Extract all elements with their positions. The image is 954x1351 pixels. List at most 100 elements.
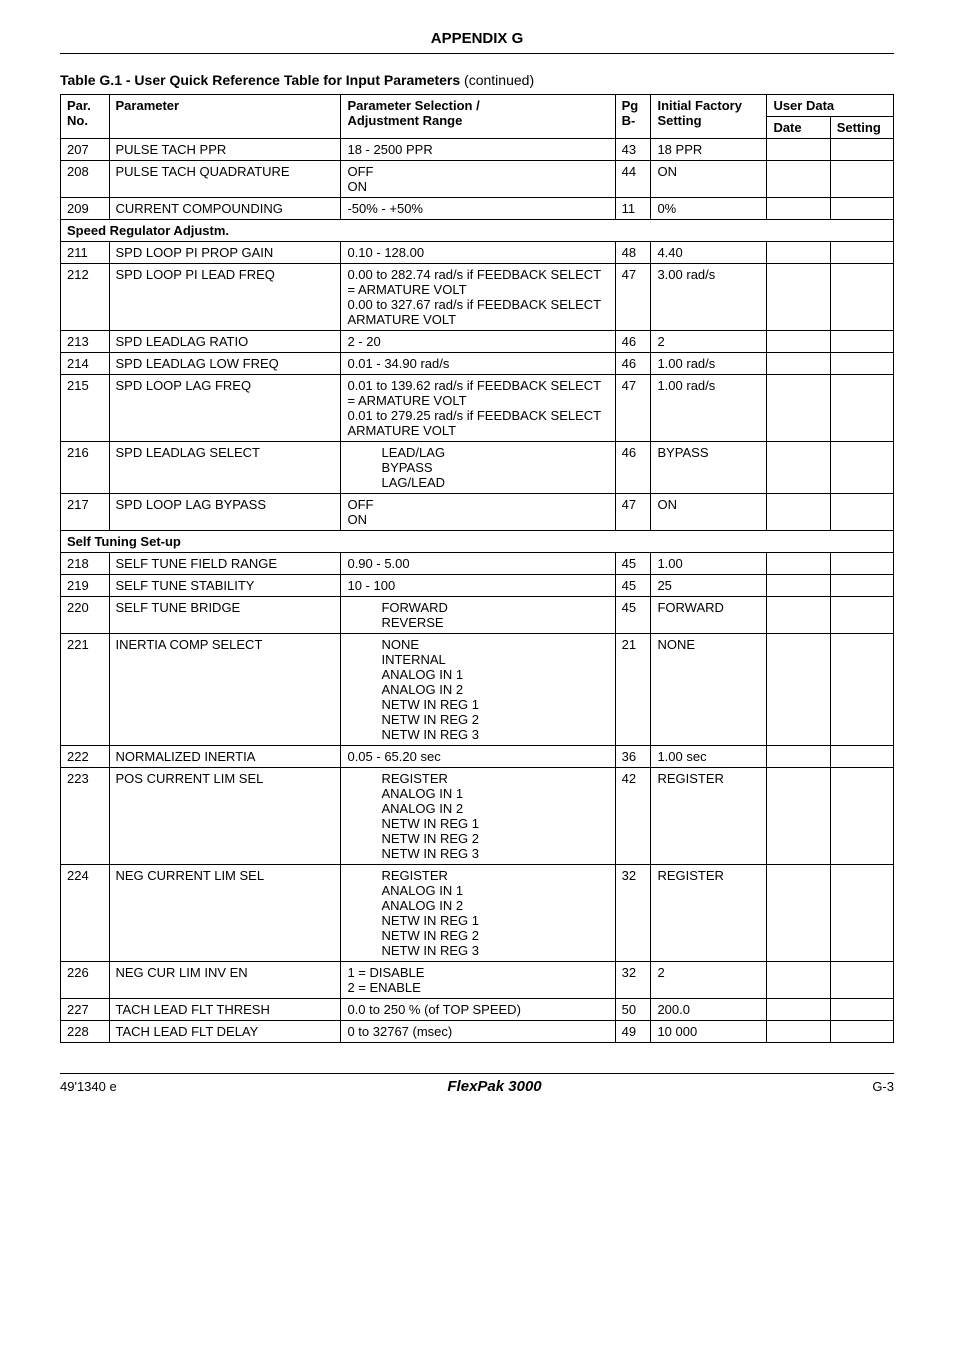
- cell-sel: 0 to 32767 (msec): [341, 1021, 615, 1043]
- cell-parno: 208: [61, 161, 110, 198]
- cell-pg: 45: [615, 553, 651, 575]
- cell-sel: 0.05 - 65.20 sec: [341, 746, 615, 768]
- cell-sel: 0.00 to 282.74 rad/s if FEEDBACK SELECT …: [341, 264, 615, 331]
- cell-date: [767, 331, 830, 353]
- th-parno-l1: Par.: [67, 98, 91, 113]
- th-parno: Par. No.: [61, 95, 110, 139]
- cell-init: ON: [651, 161, 767, 198]
- table-row: 221INERTIA COMP SELECTNONE INTERNAL ANAL…: [61, 634, 894, 746]
- cell-setting: [830, 264, 893, 331]
- table-row: Speed Regulator Adjustm.: [61, 220, 894, 242]
- cell-pg: 46: [615, 442, 651, 494]
- cell-setting: [830, 198, 893, 220]
- th-sel: Parameter Selection / Adjustment Range: [341, 95, 615, 139]
- cell-sel: 0.01 - 34.90 rad/s: [341, 353, 615, 375]
- cell-parno: 222: [61, 746, 110, 768]
- cell-parno: 226: [61, 962, 110, 999]
- cell-date: [767, 353, 830, 375]
- th-date: Date: [767, 117, 830, 139]
- cell-pg: 42: [615, 768, 651, 865]
- cell-setting: [830, 597, 893, 634]
- cell-pg: 49: [615, 1021, 651, 1043]
- cell-setting: [830, 1021, 893, 1043]
- footer-right: G-3: [872, 1079, 894, 1094]
- th-sel-l1: Parameter Selection /: [347, 98, 479, 113]
- cell-sel: NONE INTERNAL ANALOG IN 1 ANALOG IN 2 NE…: [341, 634, 615, 746]
- th-init: Initial Factory Setting: [651, 95, 767, 139]
- table-row: 213SPD LEADLAG RATIO2 - 20462: [61, 331, 894, 353]
- cell-param: NORMALIZED INERTIA: [109, 746, 341, 768]
- table-row: 226NEG CUR LIM INV EN1 = DISABLE 2 = ENA…: [61, 962, 894, 999]
- table-caption: Table G.1 - User Quick Reference Table f…: [60, 72, 894, 88]
- cell-param: TACH LEAD FLT THRESH: [109, 999, 341, 1021]
- cell-parno: 216: [61, 442, 110, 494]
- cell-setting: [830, 331, 893, 353]
- cell-init: 18 PPR: [651, 139, 767, 161]
- cell-parno: 218: [61, 553, 110, 575]
- table-head: Par. No. Parameter Parameter Selection /…: [61, 95, 894, 139]
- cell-sel: 0.01 to 139.62 rad/s if FEEDBACK SELECT …: [341, 375, 615, 442]
- cell-pg: 48: [615, 242, 651, 264]
- cell-param: SPD LOOP LAG BYPASS: [109, 494, 341, 531]
- cell-setting: [830, 161, 893, 198]
- table-row: 214SPD LEADLAG LOW FREQ0.01 - 34.90 rad/…: [61, 353, 894, 375]
- header-rule: [60, 53, 894, 54]
- cell-sel: OFF ON: [341, 161, 615, 198]
- cell-sel: 18 - 2500 PPR: [341, 139, 615, 161]
- cell-param: SPD LOOP PI LEAD FREQ: [109, 264, 341, 331]
- cell-setting: [830, 962, 893, 999]
- cell-date: [767, 999, 830, 1021]
- cell-pg: 36: [615, 746, 651, 768]
- cell-init: 2: [651, 962, 767, 999]
- cell-init: ON: [651, 494, 767, 531]
- cell-parno: 223: [61, 768, 110, 865]
- cell-pg: 44: [615, 161, 651, 198]
- cell-parno: 214: [61, 353, 110, 375]
- cell-sel: 1 = DISABLE 2 = ENABLE: [341, 962, 615, 999]
- cell-setting: [830, 999, 893, 1021]
- table-body: 207PULSE TACH PPR18 - 2500 PPR4318 PPR20…: [61, 139, 894, 1043]
- table-row: 218SELF TUNE FIELD RANGE0.90 - 5.00451.0…: [61, 553, 894, 575]
- page: APPENDIX G Table G.1 - User Quick Refere…: [0, 0, 954, 1125]
- cell-init: 25: [651, 575, 767, 597]
- cell-parno: 227: [61, 999, 110, 1021]
- footer-left: 49'1340 e: [60, 1079, 117, 1094]
- cell-pg: 47: [615, 375, 651, 442]
- caption-bold: Table G.1 - User Quick Reference Table f…: [60, 72, 460, 88]
- cell-init: 4.40: [651, 242, 767, 264]
- cell-param: SELF TUNE BRIDGE: [109, 597, 341, 634]
- cell-setting: [830, 575, 893, 597]
- cell-init: 2: [651, 331, 767, 353]
- cell-date: [767, 161, 830, 198]
- cell-date: [767, 139, 830, 161]
- cell-parno: 215: [61, 375, 110, 442]
- cell-init: BYPASS: [651, 442, 767, 494]
- cell-sel: 0.0 to 250 % (of TOP SPEED): [341, 999, 615, 1021]
- cell-parno: 209: [61, 198, 110, 220]
- th-parno-l2: No.: [67, 113, 88, 128]
- cell-setting: [830, 353, 893, 375]
- cell-pg: 50: [615, 999, 651, 1021]
- cell-param: POS CURRENT LIM SEL: [109, 768, 341, 865]
- cell-sel: FORWARD REVERSE: [341, 597, 615, 634]
- cell-pg: 47: [615, 264, 651, 331]
- cell-sel: 0.10 - 128.00: [341, 242, 615, 264]
- cell-setting: [830, 494, 893, 531]
- cell-setting: [830, 139, 893, 161]
- cell-init: NONE: [651, 634, 767, 746]
- cell-parno: 207: [61, 139, 110, 161]
- table-row: 215SPD LOOP LAG FREQ0.01 to 139.62 rad/s…: [61, 375, 894, 442]
- section-cell: Self Tuning Set-up: [61, 531, 894, 553]
- cell-sel: LEAD/LAG BYPASS LAG/LEAD: [341, 442, 615, 494]
- cell-date: [767, 264, 830, 331]
- cell-pg: 21: [615, 634, 651, 746]
- cell-date: [767, 442, 830, 494]
- cell-sel: 0.90 - 5.00: [341, 553, 615, 575]
- section-cell: Speed Regulator Adjustm.: [61, 220, 894, 242]
- cell-init: 1.00 rad/s: [651, 375, 767, 442]
- cell-parno: 219: [61, 575, 110, 597]
- header-row-1: Par. No. Parameter Parameter Selection /…: [61, 95, 894, 117]
- cell-sel: 10 - 100: [341, 575, 615, 597]
- table-row: 216SPD LEADLAG SELECTLEAD/LAG BYPASS LAG…: [61, 442, 894, 494]
- cell-param: SELF TUNE FIELD RANGE: [109, 553, 341, 575]
